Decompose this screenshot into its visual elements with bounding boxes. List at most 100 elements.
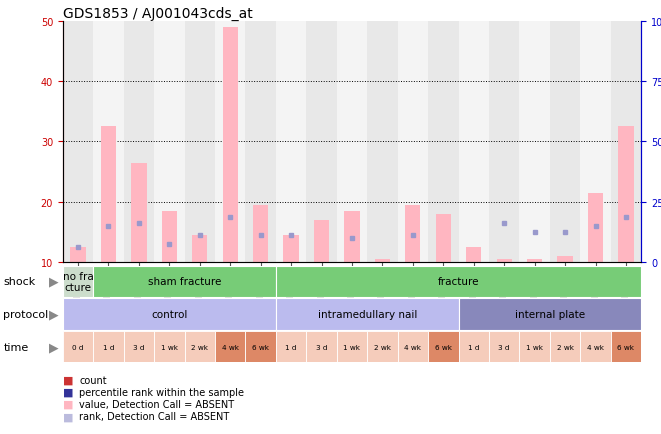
Bar bbox=[368, 331, 398, 362]
Bar bbox=[192, 236, 208, 263]
Text: shock: shock bbox=[3, 277, 36, 286]
Bar bbox=[550, 331, 580, 362]
Bar bbox=[306, 22, 336, 263]
Text: ■: ■ bbox=[63, 375, 73, 385]
Bar bbox=[276, 299, 459, 330]
Text: ▶: ▶ bbox=[50, 275, 59, 288]
Bar bbox=[71, 247, 86, 263]
Bar bbox=[618, 127, 633, 263]
Text: protocol: protocol bbox=[3, 309, 48, 319]
Bar bbox=[489, 22, 520, 263]
Bar bbox=[154, 22, 184, 263]
Bar bbox=[63, 266, 93, 297]
Text: 1 d: 1 d bbox=[102, 344, 114, 350]
Text: 6 wk: 6 wk bbox=[617, 344, 635, 350]
Text: intramedullary nail: intramedullary nail bbox=[317, 309, 417, 319]
Text: count: count bbox=[79, 375, 107, 385]
Text: 6 wk: 6 wk bbox=[435, 344, 452, 350]
Text: 3 d: 3 d bbox=[498, 344, 510, 350]
Bar bbox=[154, 331, 184, 362]
Bar bbox=[276, 22, 306, 263]
Bar bbox=[132, 163, 147, 263]
Bar bbox=[611, 22, 641, 263]
Bar bbox=[162, 211, 177, 263]
Bar bbox=[428, 22, 459, 263]
Bar bbox=[459, 22, 489, 263]
Text: 1 wk: 1 wk bbox=[344, 344, 360, 350]
Bar bbox=[223, 28, 238, 263]
Text: GDS1853 / AJ001043cds_at: GDS1853 / AJ001043cds_at bbox=[63, 7, 253, 21]
Bar bbox=[63, 22, 93, 263]
Bar bbox=[215, 22, 245, 263]
Bar bbox=[63, 331, 93, 362]
Bar bbox=[276, 331, 306, 362]
Text: 4 wk: 4 wk bbox=[405, 344, 421, 350]
Text: 4 wk: 4 wk bbox=[221, 344, 239, 350]
Bar bbox=[489, 331, 520, 362]
Bar bbox=[184, 331, 215, 362]
Text: 0 d: 0 d bbox=[72, 344, 84, 350]
Text: value, Detection Call = ABSENT: value, Detection Call = ABSENT bbox=[79, 399, 235, 409]
Text: 2 wk: 2 wk bbox=[374, 344, 391, 350]
Text: time: time bbox=[3, 342, 28, 352]
Bar bbox=[276, 266, 641, 297]
Bar bbox=[63, 299, 276, 330]
Bar bbox=[375, 260, 390, 263]
Text: 2 wk: 2 wk bbox=[557, 344, 574, 350]
Text: 2 wk: 2 wk bbox=[191, 344, 208, 350]
Text: 3 d: 3 d bbox=[316, 344, 327, 350]
Bar bbox=[336, 22, 368, 263]
Bar bbox=[459, 331, 489, 362]
Bar bbox=[436, 214, 451, 263]
Bar bbox=[314, 220, 329, 263]
Bar bbox=[459, 299, 641, 330]
Text: control: control bbox=[151, 309, 188, 319]
Text: 1 wk: 1 wk bbox=[161, 344, 178, 350]
Text: 1 d: 1 d bbox=[286, 344, 297, 350]
Bar bbox=[215, 331, 245, 362]
Text: no fra
cture: no fra cture bbox=[63, 271, 93, 293]
Bar bbox=[284, 236, 299, 263]
Text: internal plate: internal plate bbox=[515, 309, 585, 319]
Bar bbox=[580, 331, 611, 362]
Bar bbox=[93, 22, 124, 263]
Bar bbox=[368, 22, 398, 263]
Bar bbox=[344, 211, 360, 263]
Text: sham fracture: sham fracture bbox=[148, 277, 221, 286]
Bar bbox=[520, 331, 550, 362]
Text: 4 wk: 4 wk bbox=[587, 344, 604, 350]
Bar bbox=[466, 247, 481, 263]
Bar bbox=[101, 127, 116, 263]
Text: 1 wk: 1 wk bbox=[526, 344, 543, 350]
Bar bbox=[306, 331, 336, 362]
Text: percentile rank within the sample: percentile rank within the sample bbox=[79, 387, 245, 397]
Bar bbox=[245, 331, 276, 362]
Text: fracture: fracture bbox=[438, 277, 479, 286]
Bar bbox=[398, 331, 428, 362]
Bar bbox=[557, 256, 572, 263]
Text: ■: ■ bbox=[63, 411, 73, 421]
Text: ▶: ▶ bbox=[50, 340, 59, 353]
Bar bbox=[184, 22, 215, 263]
Bar bbox=[580, 22, 611, 263]
Bar bbox=[253, 205, 268, 263]
Bar bbox=[93, 331, 124, 362]
Bar bbox=[527, 260, 542, 263]
Bar bbox=[405, 205, 420, 263]
Bar bbox=[336, 331, 368, 362]
Bar bbox=[550, 22, 580, 263]
Bar bbox=[93, 266, 276, 297]
Text: 3 d: 3 d bbox=[133, 344, 145, 350]
Bar bbox=[398, 22, 428, 263]
Text: 1 d: 1 d bbox=[468, 344, 479, 350]
Bar bbox=[520, 22, 550, 263]
Bar bbox=[588, 193, 603, 263]
Text: 6 wk: 6 wk bbox=[252, 344, 269, 350]
Bar bbox=[428, 331, 459, 362]
Text: ■: ■ bbox=[63, 387, 73, 397]
Bar bbox=[245, 22, 276, 263]
Text: rank, Detection Call = ABSENT: rank, Detection Call = ABSENT bbox=[79, 411, 229, 421]
Text: ■: ■ bbox=[63, 399, 73, 409]
Bar bbox=[124, 22, 154, 263]
Bar bbox=[611, 331, 641, 362]
